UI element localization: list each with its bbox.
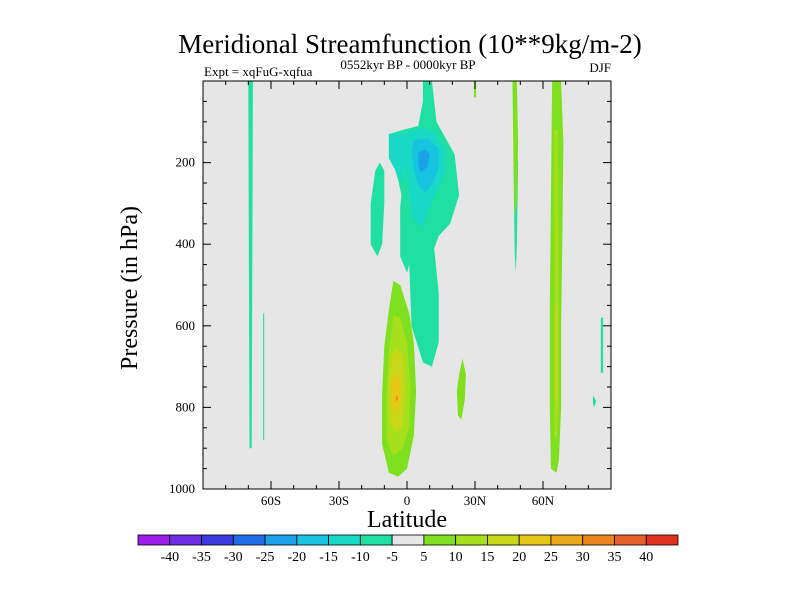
chart-title: Meridional Streamfunction (10**9kg/m-2): [178, 29, 641, 59]
colorbar-label: -10: [351, 550, 370, 565]
colorbar-label: 20: [512, 550, 526, 565]
colorbar-swatch: [550, 534, 584, 546]
colorbar-swatch: [455, 534, 488, 546]
contour-region-positive-cell-core: [391, 372, 401, 414]
season-label: DJF: [589, 60, 611, 75]
colorbar-swatch: [487, 534, 520, 546]
colorbar-label: 40: [639, 550, 653, 565]
colorbar-swatch: [328, 534, 361, 546]
contour-region-positive-strip-66n-core: [555, 305, 558, 400]
x-tick-label: 30N: [464, 493, 487, 508]
colorbar-label: -15: [319, 550, 338, 565]
contour-region-sh-62s-narrow-negative: [263, 313, 265, 440]
colorbar-label: -30: [224, 550, 243, 565]
contour-fills: [248, 81, 604, 477]
colorbar-swatch: [614, 534, 647, 546]
contour-region-negative-lobe-2s: [400, 162, 412, 273]
colorbar-swatch: [518, 534, 552, 546]
y-tick-label: 400: [176, 236, 196, 251]
contour-region-negative-strip-87n: [600, 317, 604, 373]
colorbar-label: 25: [544, 550, 558, 565]
y-tick-label: 800: [176, 399, 196, 414]
colorbar-swatch: [232, 534, 266, 546]
y-tick-label: 1000: [169, 481, 195, 496]
x-tick-label: 60N: [532, 493, 555, 508]
x-tick-label: 0: [404, 493, 411, 508]
x-tick-label: 60S: [261, 493, 281, 508]
contour-region-positive-strip-48n: [512, 81, 519, 216]
colorbar-swatch: [582, 534, 615, 546]
colorbar-swatch: [296, 534, 329, 546]
colorbar-label: 35: [608, 550, 622, 565]
colorbar-swatch: [391, 534, 425, 546]
contour-region-positive-strip-30n: [473, 81, 477, 98]
colorbar-label: 15: [480, 550, 494, 565]
axis-ticks: 60S 30S 0 30N 60N 200 400 600 800 1000: [169, 81, 611, 508]
colorbar-label: -40: [160, 550, 179, 565]
colorbar-label: 30: [576, 550, 590, 565]
colorbar-swatch: [169, 534, 202, 546]
colorbar-label: -20: [287, 550, 306, 565]
contour-region-negative-dot-83n: [592, 395, 597, 408]
contour-region-positive-blob-24n: [456, 358, 466, 420]
y-tick-label: 600: [176, 318, 196, 333]
time-range-label: 0552kyr BP - 0000kyr BP: [340, 57, 475, 72]
contour-region-negative-lobe-10s: [370, 162, 385, 257]
contour-region-sh-65s-narrow-negative: [248, 81, 253, 449]
colorbar-swatch: [264, 534, 298, 546]
contour-region-upper-cell-negative-core: [418, 149, 430, 173]
colorbar-swatch: [137, 534, 171, 546]
colorbar-label: -5: [386, 550, 398, 565]
colorbar-swatch: [423, 534, 457, 546]
x-axis-label: Latitude: [367, 507, 447, 533]
y-tick-label: 200: [176, 155, 196, 170]
x-tick-label: 30S: [329, 493, 349, 508]
colorbar-swatch: [201, 534, 234, 546]
colorbar-label: -25: [256, 550, 275, 565]
y-axis-label: Pressure (in hPa): [117, 206, 143, 370]
contour-region-positive-cell-peak: [395, 395, 398, 402]
colorbar-label: -35: [192, 550, 211, 565]
colorbar: -40 -35 -30 -25 -20 -15 -10 -5 5 10 15 20 25 30 35 40: [137, 534, 679, 565]
colorbar-swatch: [645, 534, 679, 546]
colorbar-label: 10: [449, 550, 463, 565]
experiment-label: Expt = xqFuG-xqfua: [204, 64, 313, 79]
colorbar-label: 5: [420, 550, 427, 565]
colorbar-swatch: [359, 534, 393, 546]
